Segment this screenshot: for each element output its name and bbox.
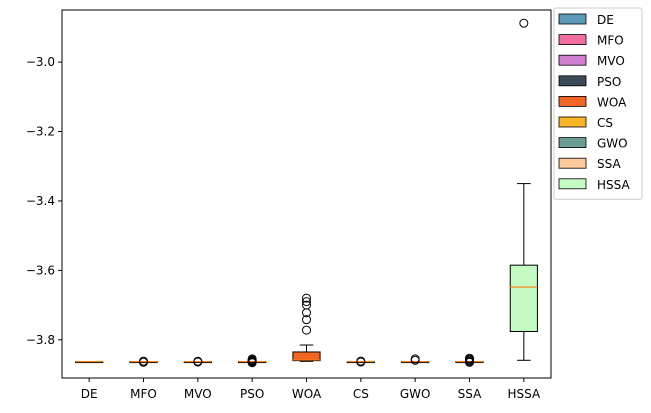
- legend-swatch: [558, 116, 587, 128]
- legend-entry-gwo: GWO: [558, 137, 628, 151]
- legend-label: HSSA: [597, 178, 630, 192]
- legend-swatch: [558, 13, 587, 25]
- y-tick-label: −3.0: [26, 55, 55, 69]
- x-tick-label: MVO: [184, 387, 212, 401]
- y-tick-label: −3.2: [26, 125, 55, 139]
- box-body: [292, 351, 321, 362]
- legend-entry-ssa: SSA: [558, 157, 621, 171]
- y-tick-label: −3.8: [26, 333, 55, 347]
- legend-label: PSO: [597, 75, 621, 89]
- legend-entry-de: DE: [558, 13, 614, 27]
- legend-swatch: [558, 75, 587, 87]
- legend-entry-pso: PSO: [558, 75, 621, 89]
- outlier-point: [302, 300, 311, 310]
- legend-entry-mfo: MFO: [558, 34, 624, 48]
- legend-label: WOA: [597, 95, 627, 109]
- outlier-point: [410, 355, 420, 365]
- box-mfo: [129, 356, 158, 367]
- x-tick-label: CS: [353, 387, 369, 401]
- legend-label: DE: [597, 13, 614, 27]
- outlier-point: [465, 357, 474, 367]
- box-cs: [346, 356, 375, 367]
- outlier-point: [356, 357, 366, 367]
- outlier-point: [139, 357, 148, 367]
- y-tick-label: −3.6: [26, 263, 55, 277]
- legend-swatch: [558, 157, 587, 169]
- outlier-point: [302, 293, 311, 303]
- box-gwo: [401, 354, 430, 365]
- x-tick-label: SSA: [458, 387, 482, 401]
- legend-swatch: [558, 54, 587, 66]
- legend-swatch: [558, 137, 587, 149]
- axes-frame: [61, 9, 552, 379]
- plot-area: [75, 18, 538, 368]
- x-tick-label: WOA: [292, 387, 322, 401]
- legend-label: SSA: [597, 157, 621, 171]
- outlier-point: [302, 297, 311, 307]
- box-de: [75, 361, 104, 364]
- box-body: [509, 264, 538, 332]
- x-tick-label: HSSA: [507, 387, 540, 401]
- box-ssa: [455, 353, 484, 367]
- legend-label: GWO: [597, 137, 628, 151]
- legend-label: MVO: [597, 54, 625, 68]
- outlier-point: [302, 315, 311, 325]
- legend-swatch: [558, 34, 587, 45]
- legend-entry-mvo: MVO: [558, 54, 625, 68]
- x-tick-label: MFO: [130, 387, 157, 401]
- legend-swatch: [558, 96, 587, 107]
- box-hssa: [509, 18, 538, 361]
- legend-swatch: [558, 178, 587, 190]
- outlier-point: [302, 325, 311, 335]
- x-tick-label: PSO: [240, 387, 264, 401]
- legend-entry-hssa: HSSA: [558, 178, 630, 192]
- axes: −3.8 −3.6 −3.4 −3.2 −3.0 DE MFO MVO PSO WOA CS GWO S…: [26, 9, 552, 401]
- x-tick-label: DE: [81, 387, 98, 401]
- legend-entry-woa: WOA: [558, 95, 627, 109]
- box-woa: [292, 293, 321, 362]
- legend: DE MFO MVO PSO WOA CS GWO SSA HSSA: [553, 7, 643, 200]
- y-tick-label: −3.4: [26, 194, 55, 208]
- x-tick-label: GWO: [400, 387, 431, 401]
- legend-label: CS: [597, 116, 613, 130]
- legend-label: MFO: [597, 34, 624, 48]
- box-pso: [238, 354, 267, 368]
- box-mvo: [183, 356, 212, 367]
- outlier-point: [247, 358, 257, 368]
- outlier-point: [193, 357, 203, 367]
- legend-entry-cs: CS: [558, 116, 613, 130]
- outlier-point: [519, 18, 529, 28]
